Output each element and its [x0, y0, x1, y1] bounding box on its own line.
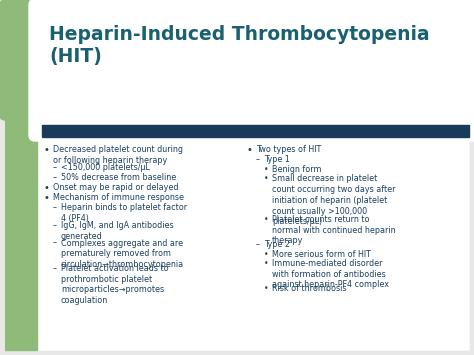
Text: –: –: [53, 239, 57, 247]
Text: •: •: [264, 250, 268, 258]
Text: Risk of thrombosis: Risk of thrombosis: [272, 284, 346, 293]
Text: –: –: [53, 221, 57, 230]
Text: IgG, IgM, and IgA antibodies
generated: IgG, IgM, and IgA antibodies generated: [61, 221, 173, 241]
Text: –: –: [53, 173, 57, 182]
Bar: [57, 5, 474, 135]
Text: More serious form of HIT: More serious form of HIT: [272, 250, 371, 258]
Text: Heparin binds to platelet factor
4 (PF4): Heparin binds to platelet factor 4 (PF4): [61, 203, 187, 223]
Text: –: –: [53, 203, 57, 212]
Text: Type 2: Type 2: [264, 240, 290, 249]
Text: Decreased platelet count during
or following heparin therapy: Decreased platelet count during or follo…: [53, 145, 183, 165]
Text: Platelet counts return to
normal with continued heparin
therapy: Platelet counts return to normal with co…: [272, 215, 396, 245]
FancyBboxPatch shape: [29, 0, 474, 141]
Bar: [42, 125, 469, 137]
Text: Platelet activation leads to
prothrombotic platelet
microparticles→promotes
coag: Platelet activation leads to prothrombot…: [61, 264, 169, 305]
Text: –: –: [256, 240, 260, 249]
Text: Complexes aggregate and are
prematurely removed from
circulation→thrombocytopeni: Complexes aggregate and are prematurely …: [61, 239, 184, 269]
Text: Heparin-Induced Thrombocytopenia: Heparin-Induced Thrombocytopenia: [49, 25, 429, 44]
Text: –: –: [53, 264, 57, 273]
Text: •: •: [264, 259, 268, 268]
Text: •: •: [264, 165, 268, 174]
FancyBboxPatch shape: [5, 5, 469, 350]
Text: •: •: [44, 193, 50, 203]
Text: Mechanism of immune response: Mechanism of immune response: [53, 193, 184, 202]
Text: Type 1: Type 1: [264, 155, 290, 164]
Text: •: •: [44, 145, 50, 155]
Text: •: •: [264, 174, 268, 184]
Text: 50% decrease from baseline: 50% decrease from baseline: [61, 173, 176, 182]
Text: •: •: [264, 284, 268, 293]
Text: <150,000 platelets/µL: <150,000 platelets/µL: [61, 163, 150, 172]
Text: (HIT): (HIT): [49, 47, 102, 66]
Text: Benign form: Benign form: [272, 165, 321, 174]
Text: –: –: [256, 155, 260, 164]
Text: –: –: [53, 163, 57, 172]
Text: Two types of HIT: Two types of HIT: [256, 145, 321, 154]
Text: •: •: [264, 215, 268, 224]
Bar: [5, 100, 37, 350]
Text: •: •: [44, 183, 50, 193]
Text: •: •: [247, 145, 253, 155]
FancyBboxPatch shape: [0, 0, 57, 120]
Text: Small decrease in platelet
count occurring two days after
initiation of heparin : Small decrease in platelet count occurri…: [272, 174, 395, 226]
Text: Onset may be rapid or delayed: Onset may be rapid or delayed: [53, 183, 179, 192]
Text: Immune-mediated disorder
with formation of antibodies
against heparin-PF4 comple: Immune-mediated disorder with formation …: [272, 259, 389, 289]
